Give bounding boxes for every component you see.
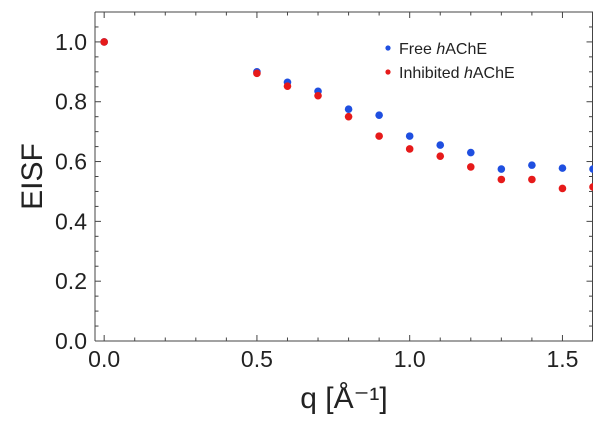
data-point-free	[405, 132, 414, 140]
data-point-free	[558, 164, 567, 172]
data-point-inhibited	[589, 183, 593, 191]
y-tick-label: 0.6	[55, 149, 87, 175]
data-point-free	[344, 105, 353, 114]
data-point-free	[497, 165, 506, 173]
data-point-free	[589, 165, 593, 173]
data-point-inhibited	[253, 69, 261, 78]
data-point-inhibited	[283, 82, 292, 90]
data-point-inhibited	[528, 175, 536, 184]
y-tick-label: 0.8	[55, 89, 87, 115]
x-tick-label: 0.0	[88, 346, 120, 372]
legend-marker	[385, 69, 391, 75]
data-point-free	[375, 111, 383, 119]
legend-label: Free hAChE	[399, 41, 487, 58]
axes	[94, 11, 593, 342]
y-axis-title: EISF	[16, 143, 49, 210]
legend: Free hAChE Inhibited hAChE	[385, 41, 515, 82]
data-point-inhibited	[436, 152, 445, 160]
data-point-inhibited	[375, 132, 383, 140]
x-tick-label: 0.5	[241, 346, 273, 372]
data-point-free	[436, 141, 445, 149]
x-axis-title: q [Å⁻¹]	[300, 382, 388, 415]
y-tick-label: 0.0	[55, 328, 87, 354]
legend-marker	[385, 45, 391, 51]
ticks: 0.0 0.2 0.4 0.6 0.8 1.0 0.0 0.5 1.0 1.5	[55, 12, 593, 372]
axis-titles: q [Å⁻¹] EISF	[16, 143, 388, 415]
data-point-inhibited	[466, 163, 475, 171]
data-point-inhibited	[344, 112, 353, 121]
x-tick-label: 1.0	[394, 346, 426, 372]
data-points	[100, 38, 593, 193]
data-point-free	[528, 161, 536, 169]
data-point-free	[466, 148, 475, 157]
data-point-inhibited	[558, 184, 567, 193]
y-tick-label: 0.2	[55, 268, 87, 294]
legend-label: Inhibited hAChE	[399, 65, 515, 82]
data-point-inhibited	[497, 175, 506, 184]
y-tick-label: 0.4	[55, 208, 87, 234]
y-tick-label: 1.0	[55, 29, 87, 55]
x-tick-label: 1.5	[546, 346, 578, 372]
data-point-inhibited	[314, 91, 322, 100]
data-point-inhibited	[405, 145, 414, 153]
data-point-inhibited	[100, 38, 108, 46]
